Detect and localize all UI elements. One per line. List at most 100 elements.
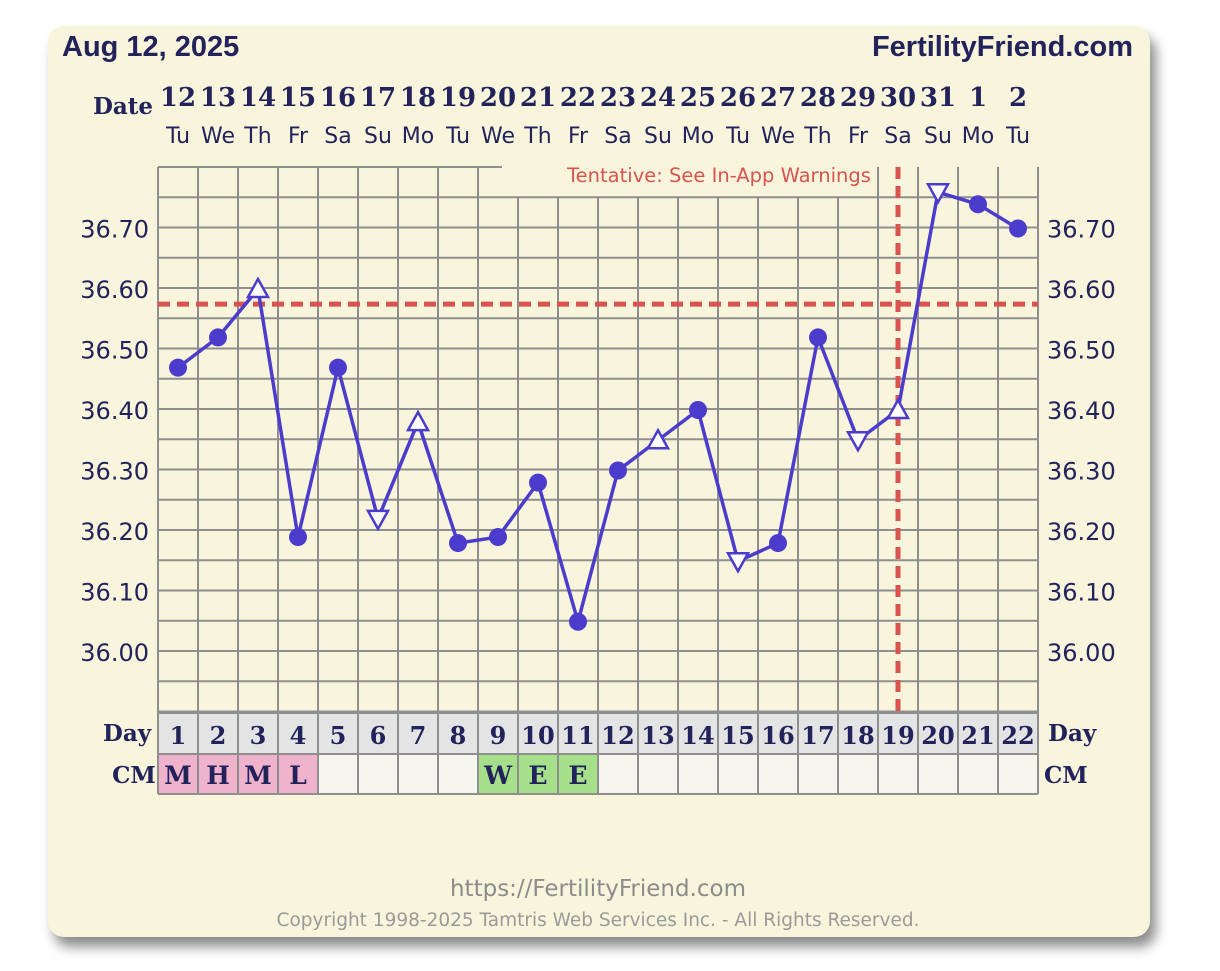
weekday-label: Tu xyxy=(165,124,190,149)
date-label: 24 xyxy=(640,83,676,113)
weekday-label: Su xyxy=(644,124,672,149)
weekday-label: Mo xyxy=(402,124,434,149)
temp-point-open-up xyxy=(645,427,671,450)
cm-cell xyxy=(279,755,317,793)
date-label: 29 xyxy=(840,83,876,113)
chart-date: Aug 12, 2025 xyxy=(62,31,239,63)
temp-point xyxy=(209,328,227,347)
day-number: 5 xyxy=(330,721,347,750)
day-number: 17 xyxy=(801,721,834,750)
weekday-label: Sa xyxy=(324,124,351,149)
date-label: 1 xyxy=(969,83,987,113)
day-row-label-right: Day xyxy=(1048,720,1097,747)
temp-point xyxy=(809,328,827,347)
temp-point xyxy=(289,528,307,547)
cm-cell xyxy=(479,755,517,793)
cm-cell xyxy=(759,755,797,793)
day-cm-rows xyxy=(157,712,1039,795)
date-label: 13 xyxy=(200,83,236,113)
cm-cell xyxy=(559,755,597,793)
cm-cell xyxy=(439,755,477,793)
date-label: 15 xyxy=(280,83,316,113)
temp-point-open-down xyxy=(725,552,751,574)
date-label: 27 xyxy=(760,83,796,113)
day-cell xyxy=(879,714,917,753)
temp-point xyxy=(689,401,707,419)
day-cell xyxy=(719,714,757,753)
cm-cell xyxy=(519,755,557,793)
y-tick-label-left: 36.00 xyxy=(80,639,149,667)
coverline-group xyxy=(158,167,1038,713)
day-number: 20 xyxy=(921,721,954,750)
cm-cell xyxy=(319,755,357,793)
temperature-line xyxy=(176,190,1019,624)
weekday-label: Tu xyxy=(445,124,470,149)
day-cell xyxy=(679,714,717,753)
day-cell xyxy=(199,714,237,753)
cm-cell xyxy=(159,755,197,793)
day-number: 11 xyxy=(561,721,594,750)
cm-cell xyxy=(639,755,677,793)
y-tick-label-right: 36.10 xyxy=(1047,579,1116,607)
temp-point xyxy=(609,461,627,480)
day-number: 4 xyxy=(290,721,307,750)
date-row-label: Date xyxy=(93,93,153,120)
temp-point-open-down xyxy=(365,509,391,532)
temp-point xyxy=(169,358,187,377)
day-number: 15 xyxy=(721,721,754,750)
tentative-warning: Tentative: See In-App Warnings xyxy=(566,164,871,187)
day-cell xyxy=(359,714,397,753)
day-cell xyxy=(319,714,357,753)
weekday-label: Su xyxy=(924,124,952,149)
date-label: 31 xyxy=(920,83,956,113)
date-label: 26 xyxy=(720,83,756,113)
date-label: 23 xyxy=(600,83,636,113)
day-number: 14 xyxy=(681,721,714,750)
y-tick-label-left: 36.70 xyxy=(80,216,149,244)
weekday-label: Mo xyxy=(962,124,994,149)
date-label: 12 xyxy=(160,83,196,113)
cm-code: M xyxy=(244,761,272,790)
day-cell xyxy=(799,714,837,753)
temp-point-open-up xyxy=(405,409,431,432)
y-tick-label-right: 36.20 xyxy=(1047,518,1116,546)
day-number: 19 xyxy=(881,721,914,750)
weekday-label: Fr xyxy=(288,124,309,149)
y-tick-label-right: 36.00 xyxy=(1047,639,1116,667)
day-number: 13 xyxy=(641,721,674,750)
day-number: 7 xyxy=(410,721,427,750)
y-tick-label-right: 36.60 xyxy=(1047,276,1116,304)
weekday-label: Tu xyxy=(1005,124,1030,149)
day-cell xyxy=(839,714,877,753)
cm-cell xyxy=(599,755,637,793)
day-cell xyxy=(599,714,637,753)
day-number: 21 xyxy=(961,721,994,750)
weekday-label: We xyxy=(481,124,515,149)
date-label: 14 xyxy=(240,83,276,113)
day-cell xyxy=(399,714,437,753)
cm-code: H xyxy=(206,761,230,790)
temp-point xyxy=(969,195,987,214)
cm-cell xyxy=(199,755,237,793)
weekday-label: Th xyxy=(803,124,831,149)
date-label: 30 xyxy=(880,83,916,113)
axis-labels: 36.00 36.00 36.10 36.10 36.20 36.20 36.30 36.30… xyxy=(80,83,1115,790)
y-tick-label-left: 36.60 xyxy=(80,276,149,304)
date-label: 18 xyxy=(400,83,436,113)
footer-copyright: Copyright 1998-2025 Tamtris Web Services… xyxy=(277,910,920,931)
cm-code: L xyxy=(289,761,307,790)
day-cell xyxy=(439,714,477,753)
cm-cell xyxy=(879,755,917,793)
weekday-label: We xyxy=(201,124,235,149)
cm-cell xyxy=(679,755,717,793)
day-number: 12 xyxy=(601,721,634,750)
cm-row-label-right: CM xyxy=(1044,762,1088,789)
footer-url: https://FertilityFriend.com xyxy=(450,876,746,902)
cm-cell xyxy=(959,755,997,793)
y-tick-label-left: 36.50 xyxy=(80,337,149,365)
y-tick-label-right: 36.30 xyxy=(1047,458,1116,486)
brand-title: FertilityFriend.com xyxy=(872,31,1133,63)
date-label: 25 xyxy=(680,83,716,113)
day-number: 9 xyxy=(490,721,507,750)
day-cell xyxy=(279,714,317,753)
